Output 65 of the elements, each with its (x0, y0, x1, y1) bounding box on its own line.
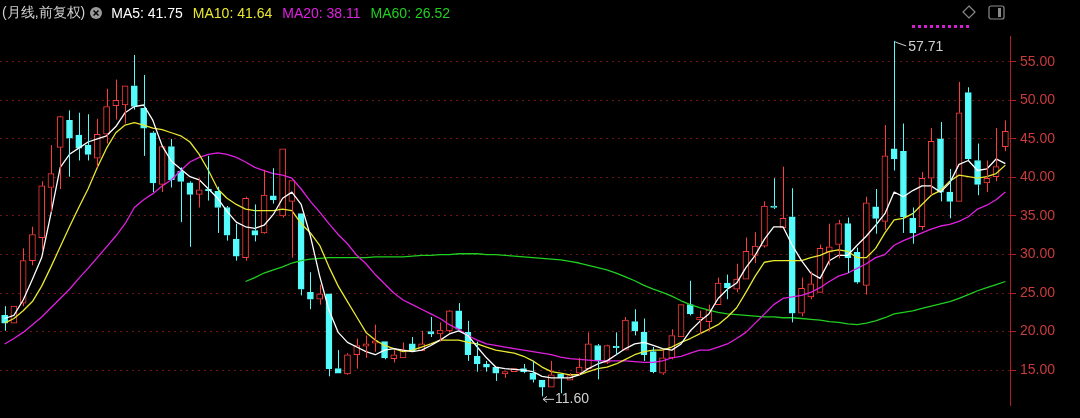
y-tick-label: 35.00 (1020, 206, 1056, 223)
candlestick (492, 366, 500, 382)
candlestick (622, 316, 629, 351)
candlestick (659, 349, 666, 376)
y-tick-label: 30.00 (1020, 245, 1056, 262)
candlestick (890, 40, 898, 172)
candlestick (103, 88, 110, 145)
candlestick (863, 196, 870, 296)
candlestick (585, 331, 592, 369)
candlestick (334, 349, 342, 374)
candlestick (93, 118, 101, 168)
annotation: 57.71 (908, 37, 944, 54)
annotation: 11.60 (555, 390, 590, 407)
text: MA5: 41.75 (111, 5, 183, 21)
y-tick-label: 20.00 (1020, 322, 1056, 339)
candlestick (798, 277, 805, 317)
y-tick-label: 55.00 (1020, 52, 1056, 69)
candlestick (316, 284, 324, 306)
text: MA60: 26.52 (370, 5, 450, 21)
y-tick-label: 15.00 (1020, 361, 1056, 377)
candlestick (446, 310, 453, 333)
text: MA20: 38.11 (282, 5, 361, 21)
candlestick (686, 280, 694, 316)
candlestick (307, 271, 314, 310)
candlestick (251, 203, 259, 242)
candlestick (232, 223, 240, 262)
candlestick (964, 86, 972, 161)
candlestick (788, 187, 796, 323)
y-tick-label: 25.00 (1020, 283, 1056, 300)
candlestick (195, 177, 203, 209)
candlestick (909, 207, 917, 245)
candlestick (168, 138, 175, 188)
text: MA10: 41.64 (192, 5, 273, 21)
candlestick (455, 302, 462, 330)
candlestick (390, 349, 398, 363)
candlestick (631, 308, 639, 336)
y-tick-label: 40.00 (1020, 168, 1056, 185)
candlestick (529, 360, 537, 383)
candlestick (594, 343, 601, 380)
chart-title: (月线,前复权) (2, 4, 86, 22)
candlestick (473, 341, 481, 373)
y-tick-label: 50.00 (1020, 91, 1056, 108)
candlestick (927, 127, 935, 196)
y-tick-label: 45.00 (1020, 129, 1056, 146)
candlestick (29, 226, 36, 266)
candlestick (112, 79, 120, 121)
candlestick (937, 121, 944, 202)
candlestick (56, 116, 64, 190)
candlestick (872, 188, 879, 235)
candlestick (835, 219, 842, 259)
candlestick (75, 112, 83, 161)
candlestick (900, 123, 907, 234)
candlestick (1002, 119, 1009, 152)
candlestick (47, 144, 55, 213)
candlestick (66, 109, 73, 178)
candlestick (649, 346, 657, 374)
candlestick (279, 148, 286, 219)
candlestick (575, 357, 583, 376)
candlestick (724, 274, 731, 300)
candlestick (761, 200, 768, 249)
candlestick (770, 177, 778, 210)
candlestick (131, 54, 138, 111)
candlestick (38, 180, 46, 251)
candlestick (946, 168, 954, 219)
candlestick (140, 74, 147, 157)
